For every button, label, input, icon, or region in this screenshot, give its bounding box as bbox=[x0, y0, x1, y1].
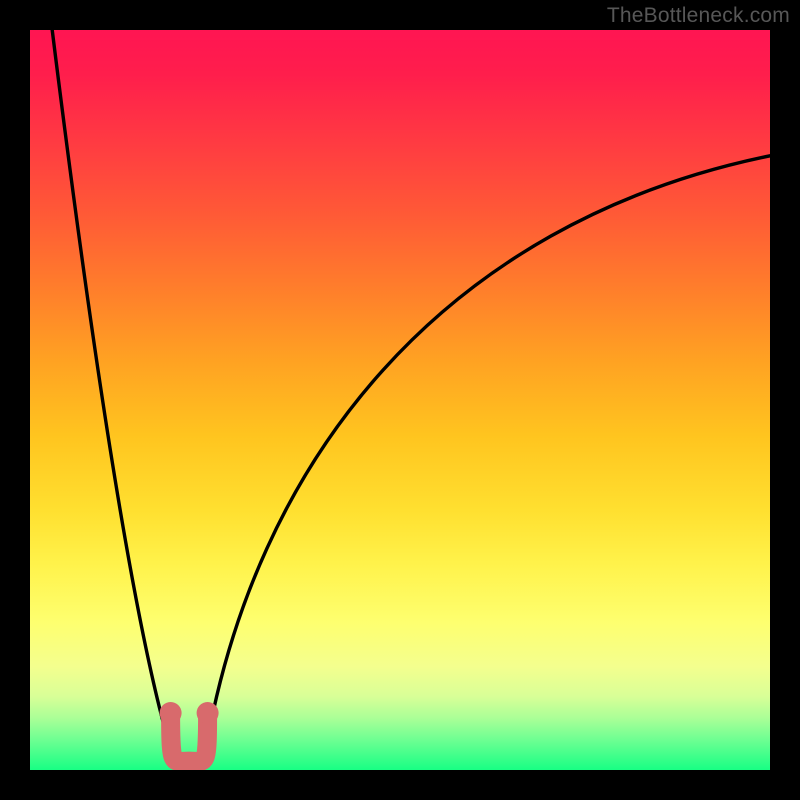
watermark-label: TheBottleneck.com bbox=[607, 4, 790, 28]
frame-right bbox=[770, 0, 800, 800]
gradient-background bbox=[30, 30, 770, 770]
frame-left bbox=[0, 0, 30, 800]
fit-zone-endpoint-left bbox=[160, 702, 182, 724]
frame-bottom bbox=[0, 770, 800, 800]
fit-zone-endpoint-right bbox=[197, 702, 219, 724]
chart-container: TheBottleneck.com bbox=[0, 0, 800, 800]
bottleneck-plot bbox=[0, 0, 800, 800]
